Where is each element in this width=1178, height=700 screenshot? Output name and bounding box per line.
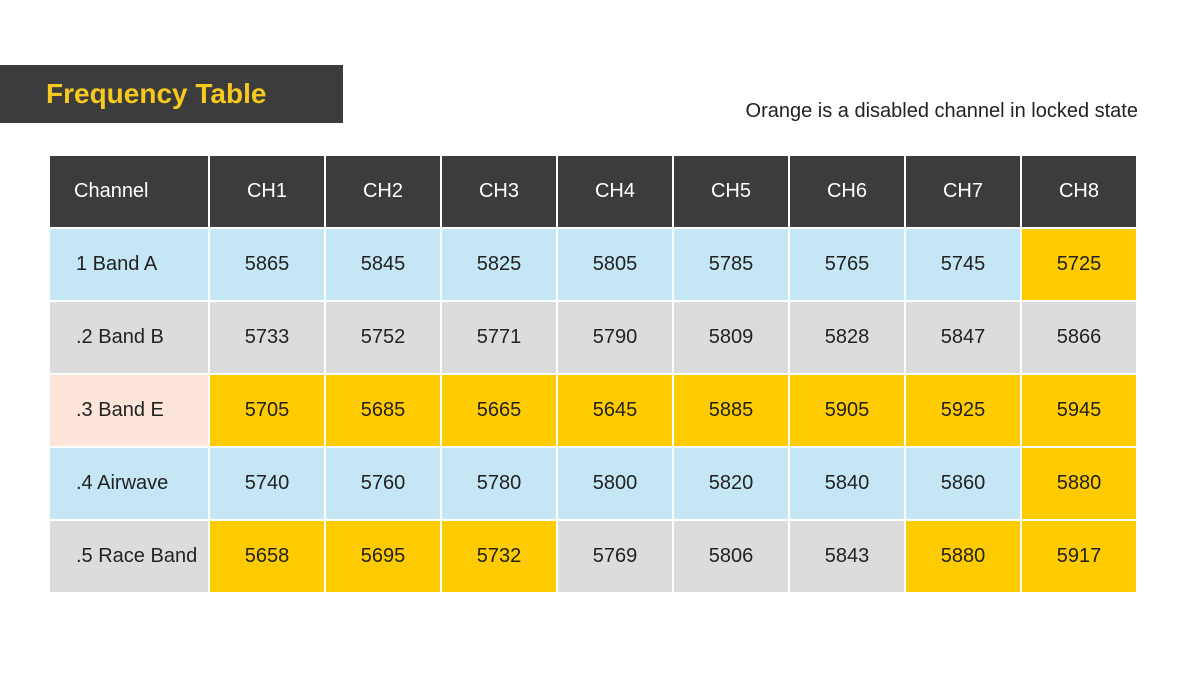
table-cell: 5790 — [558, 302, 672, 373]
table-cell: 5820 — [674, 448, 788, 519]
table-cell: 5725 — [1022, 229, 1136, 300]
table-cell: 5925 — [906, 375, 1020, 446]
table-cell: 5825 — [442, 229, 556, 300]
header-ch5: CH5 — [674, 156, 788, 227]
table-row: .2 Band B 5733 5752 5771 5790 5809 5828 … — [50, 302, 1136, 373]
table-cell: 5866 — [1022, 302, 1136, 373]
row-label: .3 Band E — [50, 375, 208, 446]
table-cell: 5809 — [674, 302, 788, 373]
table-row: .3 Band E 5705 5685 5665 5645 5885 5905 … — [50, 375, 1136, 446]
table-cell: 5771 — [442, 302, 556, 373]
table-cell: 5865 — [210, 229, 324, 300]
table-cell: 5840 — [790, 448, 904, 519]
header-channel: Channel — [50, 156, 208, 227]
table-cell: 5828 — [790, 302, 904, 373]
table-cell: 5917 — [1022, 521, 1136, 592]
table-cell: 5806 — [674, 521, 788, 592]
table-cell: 5695 — [326, 521, 440, 592]
page-title: Frequency Table — [46, 78, 267, 109]
table-cell: 5658 — [210, 521, 324, 592]
header-ch7: CH7 — [906, 156, 1020, 227]
table-cell: 5745 — [906, 229, 1020, 300]
row-label: 1 Band A — [50, 229, 208, 300]
title-banner: Frequency Table — [0, 65, 343, 123]
table-cell: 5847 — [906, 302, 1020, 373]
header-ch2: CH2 — [326, 156, 440, 227]
table-cell: 5760 — [326, 448, 440, 519]
table-cell: 5880 — [1022, 448, 1136, 519]
table-cell: 5945 — [1022, 375, 1136, 446]
header-ch6: CH6 — [790, 156, 904, 227]
table-cell: 5769 — [558, 521, 672, 592]
table-cell: 5805 — [558, 229, 672, 300]
table-cell: 5665 — [442, 375, 556, 446]
table-cell: 5645 — [558, 375, 672, 446]
table-cell: 5843 — [790, 521, 904, 592]
table-header-row: Channel CH1 CH2 CH3 CH4 CH5 CH6 CH7 CH8 — [50, 156, 1136, 227]
table-cell: 5733 — [210, 302, 324, 373]
table-cell: 5880 — [906, 521, 1020, 592]
table-row: .5 Race Band 5658 5695 5732 5769 5806 58… — [50, 521, 1136, 592]
table-cell: 5740 — [210, 448, 324, 519]
row-label: .4 Airwave — [50, 448, 208, 519]
header-ch3: CH3 — [442, 156, 556, 227]
table-cell: 5885 — [674, 375, 788, 446]
table-cell: 5732 — [442, 521, 556, 592]
table-cell: 5705 — [210, 375, 324, 446]
header-ch8: CH8 — [1022, 156, 1136, 227]
header-ch1: CH1 — [210, 156, 324, 227]
frequency-table: Channel CH1 CH2 CH3 CH4 CH5 CH6 CH7 CH8 … — [48, 154, 1138, 594]
table-cell: 5785 — [674, 229, 788, 300]
table-cell: 5845 — [326, 229, 440, 300]
table-row: .4 Airwave 5740 5760 5780 5800 5820 5840… — [50, 448, 1136, 519]
table-cell: 5860 — [906, 448, 1020, 519]
table-cell: 5905 — [790, 375, 904, 446]
table-cell: 5800 — [558, 448, 672, 519]
table-cell: 5780 — [442, 448, 556, 519]
row-label: .2 Band B — [50, 302, 208, 373]
header-ch4: CH4 — [558, 156, 672, 227]
table-cell: 5685 — [326, 375, 440, 446]
table-cell: 5752 — [326, 302, 440, 373]
row-label: .5 Race Band — [50, 521, 208, 592]
table-row: 1 Band A 5865 5845 5825 5805 5785 5765 5… — [50, 229, 1136, 300]
legend-note: Orange is a disabled channel in locked s… — [745, 100, 1138, 122]
table-cell: 5765 — [790, 229, 904, 300]
